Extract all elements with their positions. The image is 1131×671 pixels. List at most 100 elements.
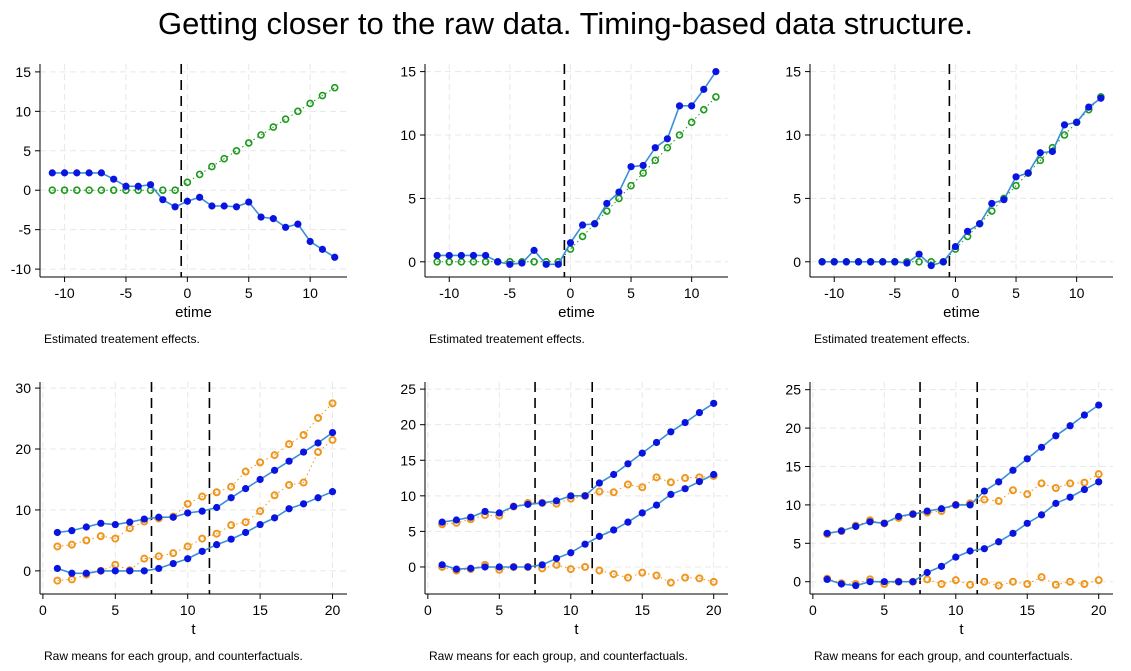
raw-mean-point bbox=[328, 488, 337, 496]
counterfactual-point bbox=[212, 488, 221, 497]
raw-mean-point bbox=[438, 518, 446, 526]
estimate-point bbox=[1024, 169, 1032, 177]
raw-mean-point bbox=[710, 470, 718, 479]
raw-mean-point bbox=[82, 523, 90, 531]
true-effect-point bbox=[675, 131, 684, 139]
counterfactual-point bbox=[241, 518, 250, 527]
estimate-point bbox=[854, 258, 863, 266]
estimate-point bbox=[245, 198, 253, 206]
estimate-point bbox=[818, 258, 826, 266]
raw-mean-point bbox=[937, 562, 946, 570]
chart-caption: Estimated treatement effects. bbox=[429, 332, 585, 346]
x-tick-label: 10 bbox=[1069, 285, 1085, 301]
raw-mean-point bbox=[681, 418, 689, 427]
counterfactual-point bbox=[566, 565, 575, 574]
true-effect-point bbox=[294, 107, 302, 116]
x-tick-label: 10 bbox=[684, 285, 700, 301]
true-effect-point bbox=[244, 139, 253, 147]
counterfactual-point bbox=[270, 451, 279, 460]
raw-mean-point bbox=[126, 567, 134, 575]
estimate-point bbox=[318, 245, 327, 253]
raw-mean-point bbox=[1066, 493, 1074, 501]
estimate-point bbox=[97, 169, 105, 177]
raw-mean-point bbox=[1023, 455, 1031, 463]
x-axis-label: etime bbox=[558, 304, 595, 321]
true-effect-point bbox=[639, 169, 647, 177]
x-tick-label: 10 bbox=[180, 602, 196, 618]
estimate-point bbox=[591, 220, 599, 228]
counterfactual-point bbox=[256, 507, 265, 516]
true-effect-point bbox=[1036, 156, 1045, 165]
counterfactual-point bbox=[1066, 577, 1075, 586]
raw-mean-point bbox=[581, 540, 589, 548]
estimate-point bbox=[110, 175, 118, 183]
raw-mean-point bbox=[1080, 485, 1089, 494]
raw-mean-point bbox=[595, 479, 603, 487]
raw-mean-point bbox=[638, 509, 646, 517]
raw-mean-point bbox=[270, 466, 279, 474]
counterfactual-point bbox=[1008, 486, 1017, 495]
raw-mean-point bbox=[227, 535, 235, 543]
y-tick-label: 15 bbox=[15, 64, 31, 80]
true-effect-point bbox=[915, 257, 923, 266]
x-tick-label: 0 bbox=[39, 602, 47, 618]
raw-mean-point bbox=[256, 520, 264, 529]
raw-mean-point bbox=[837, 580, 846, 588]
raw-mean-point bbox=[880, 519, 888, 527]
chart-panel: 0 5 10 15 20 0 10 20 30 t Raw means for each group… bbox=[15, 380, 347, 663]
raw-mean-point bbox=[895, 578, 903, 586]
raw-mean-point bbox=[567, 549, 575, 557]
raw-mean-point bbox=[285, 505, 293, 513]
raw-mean-point bbox=[966, 501, 974, 509]
raw-mean-point bbox=[213, 503, 221, 512]
x-tick-label: 5 bbox=[245, 285, 253, 301]
raw-mean-point bbox=[524, 563, 532, 571]
estimate-point bbox=[208, 202, 216, 210]
counterfactual-point bbox=[140, 554, 149, 563]
raw-mean-point bbox=[97, 519, 105, 527]
raw-mean-point bbox=[155, 513, 163, 521]
raw-mean-point bbox=[610, 470, 618, 479]
estimate-point bbox=[554, 260, 562, 268]
chart-caption: Raw means for each group, and counterfac… bbox=[814, 649, 1073, 663]
raw-mean-point bbox=[452, 565, 461, 573]
y-tick-label: -10 bbox=[11, 261, 31, 277]
raw-mean-point bbox=[567, 492, 575, 500]
true-effect-point bbox=[183, 178, 192, 187]
raw-mean-point bbox=[481, 507, 489, 516]
chart-caption: Raw means for each group, and counterfac… bbox=[429, 649, 688, 663]
counterfactual-point bbox=[951, 576, 960, 585]
estimate-point bbox=[578, 221, 587, 229]
counterfactual-point bbox=[53, 576, 62, 585]
raw-mean-point bbox=[467, 513, 475, 521]
counterfactual-point bbox=[53, 542, 62, 551]
estimate-line bbox=[437, 71, 717, 266]
true-effect-point bbox=[48, 186, 57, 195]
counterfactual-point bbox=[980, 577, 989, 586]
raw-mean-point bbox=[995, 538, 1003, 546]
raw-mean-point bbox=[126, 518, 134, 526]
y-tick-label: 5 bbox=[408, 523, 416, 539]
estimate-point bbox=[1048, 147, 1056, 156]
counterfactual-point bbox=[595, 487, 604, 496]
counterfactual-point bbox=[1080, 478, 1089, 487]
raw-mean-point bbox=[1066, 422, 1074, 430]
counterfactual-point bbox=[183, 542, 192, 551]
raw-mean-point bbox=[852, 522, 860, 531]
counterfactual-point bbox=[666, 578, 675, 587]
x-axis-label: t bbox=[959, 621, 964, 638]
estimate-point bbox=[700, 85, 708, 93]
true-effect-point bbox=[220, 154, 228, 163]
true-effect-point bbox=[987, 207, 996, 215]
counterfactual-point bbox=[67, 540, 76, 549]
raw-mean-point bbox=[299, 500, 308, 508]
estimate-point bbox=[445, 251, 453, 260]
estimate-point bbox=[963, 227, 972, 235]
estimate-point bbox=[122, 182, 130, 190]
x-tick-label: 5 bbox=[880, 602, 888, 618]
raw-mean-point bbox=[880, 578, 888, 586]
raw-mean-line bbox=[441, 473, 715, 570]
raw-mean-point bbox=[242, 485, 250, 493]
estimate-point bbox=[1097, 94, 1105, 102]
raw-mean-line bbox=[827, 404, 1100, 535]
